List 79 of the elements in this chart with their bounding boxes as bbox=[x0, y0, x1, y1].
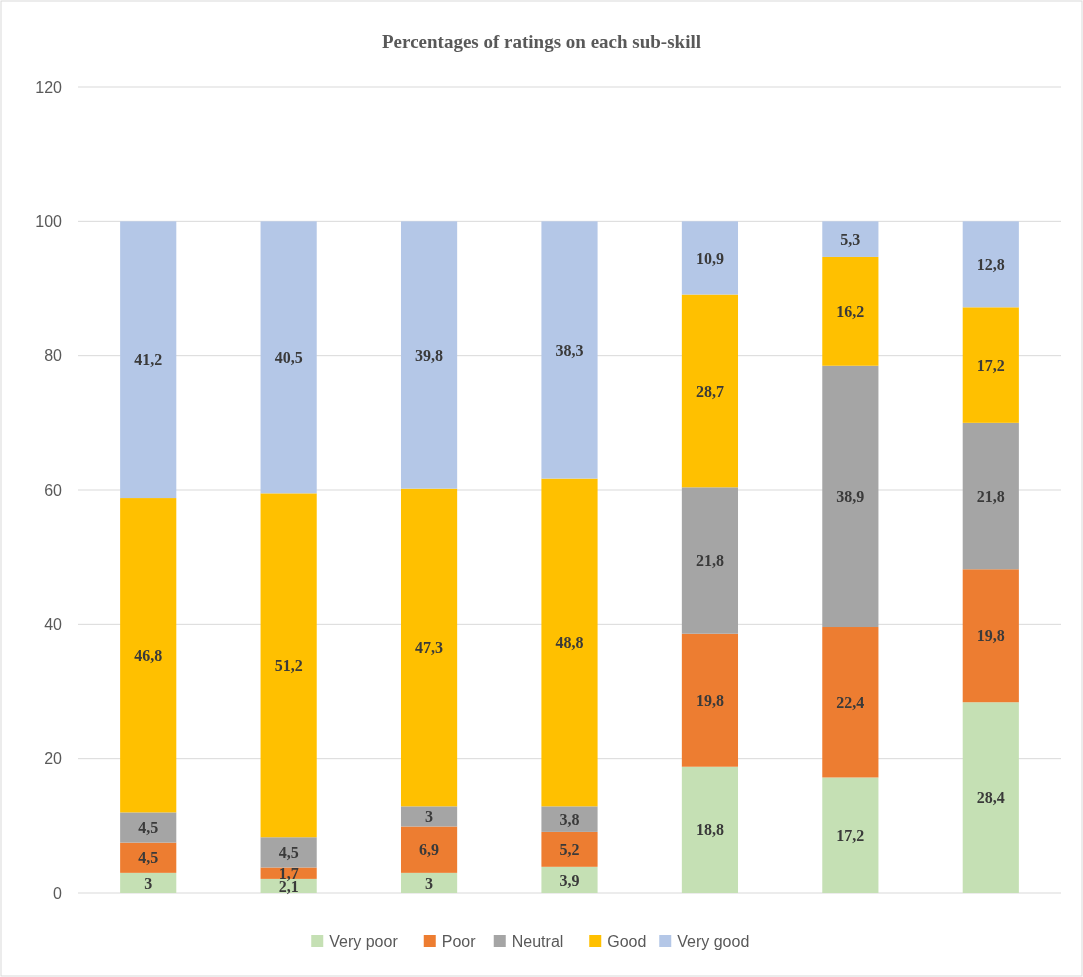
bar bbox=[541, 806, 598, 832]
data-label: 21,8 bbox=[695, 552, 724, 570]
bar bbox=[822, 365, 879, 628]
bar bbox=[400, 806, 458, 827]
data-label: 48,8 bbox=[555, 634, 584, 652]
data-label: 38,9 bbox=[836, 487, 865, 505]
legend-label: Very good bbox=[677, 932, 750, 950]
bar bbox=[962, 307, 1019, 423]
legend-label: Very poor bbox=[329, 932, 399, 950]
bar bbox=[120, 221, 177, 499]
bar bbox=[400, 826, 458, 873]
legend-label: Poor bbox=[441, 932, 477, 950]
bar bbox=[962, 221, 1019, 308]
data-label: 39,8 bbox=[415, 346, 444, 364]
y-tick-label: 40 bbox=[44, 615, 63, 633]
bar bbox=[822, 221, 879, 257]
bar bbox=[400, 872, 458, 893]
y-tick-label: 20 bbox=[44, 750, 63, 768]
bar bbox=[400, 221, 458, 489]
data-label: 4,5 bbox=[278, 843, 299, 861]
data-label: 19,8 bbox=[695, 691, 724, 709]
data-label: 3,9 bbox=[559, 871, 580, 889]
y-tick-label: 80 bbox=[44, 347, 63, 365]
data-label: 3 bbox=[144, 874, 153, 892]
bar bbox=[681, 766, 739, 893]
data-label: 5,2 bbox=[559, 840, 580, 858]
bar bbox=[120, 498, 177, 813]
bar bbox=[541, 221, 598, 479]
bar bbox=[681, 487, 739, 634]
bar bbox=[120, 842, 177, 873]
bar bbox=[541, 866, 598, 893]
data-label: 4,5 bbox=[138, 819, 159, 837]
data-label: 19,8 bbox=[976, 627, 1005, 645]
y-tick-label: 100 bbox=[35, 212, 63, 230]
data-label: 4,5 bbox=[138, 849, 159, 867]
data-label: 5,3 bbox=[840, 230, 861, 248]
bar bbox=[962, 422, 1019, 570]
y-tick-label: 0 bbox=[53, 884, 63, 902]
bar bbox=[120, 812, 177, 843]
data-label: 12,8 bbox=[976, 255, 1005, 273]
data-label: 22,4 bbox=[836, 693, 865, 711]
bar bbox=[541, 478, 598, 807]
bar bbox=[260, 221, 317, 494]
bar bbox=[822, 627, 879, 778]
bar bbox=[541, 831, 598, 867]
chart-title: Percentages of ratings on each sub-skill bbox=[382, 31, 701, 52]
y-tick-label: 60 bbox=[44, 481, 63, 499]
data-label: 10,9 bbox=[695, 249, 724, 267]
bar bbox=[962, 569, 1019, 703]
y-tick-label: 120 bbox=[35, 78, 63, 96]
legend-label: Good bbox=[607, 932, 647, 950]
data-label: 17,2 bbox=[836, 826, 865, 844]
bar bbox=[681, 221, 739, 295]
data-label: 3 bbox=[425, 808, 434, 826]
data-label: 47,3 bbox=[415, 639, 444, 657]
data-label: 17,2 bbox=[976, 356, 1005, 374]
data-label: 3 bbox=[425, 874, 434, 892]
bar bbox=[822, 256, 879, 366]
bar bbox=[400, 488, 458, 807]
bar bbox=[120, 872, 177, 893]
bar bbox=[962, 702, 1019, 893]
data-label: 40,5 bbox=[274, 348, 303, 366]
data-label: 3,8 bbox=[559, 810, 580, 828]
data-label: 51,2 bbox=[274, 656, 303, 674]
data-label: 16,2 bbox=[836, 302, 865, 320]
bar bbox=[681, 294, 739, 488]
data-label: 46,8 bbox=[134, 646, 163, 664]
bar bbox=[260, 837, 317, 868]
bar bbox=[822, 777, 879, 893]
data-label: 6,9 bbox=[419, 841, 440, 859]
data-label: 41,2 bbox=[134, 351, 163, 369]
data-label: 28,4 bbox=[976, 789, 1005, 807]
legend-label: Neutral bbox=[511, 932, 564, 950]
data-label: 38,3 bbox=[555, 341, 584, 359]
bar bbox=[681, 633, 739, 767]
data-label: 21,8 bbox=[976, 487, 1005, 505]
data-label: 18,8 bbox=[695, 821, 724, 839]
data-label: 28,7 bbox=[695, 382, 724, 400]
bar bbox=[260, 493, 317, 838]
